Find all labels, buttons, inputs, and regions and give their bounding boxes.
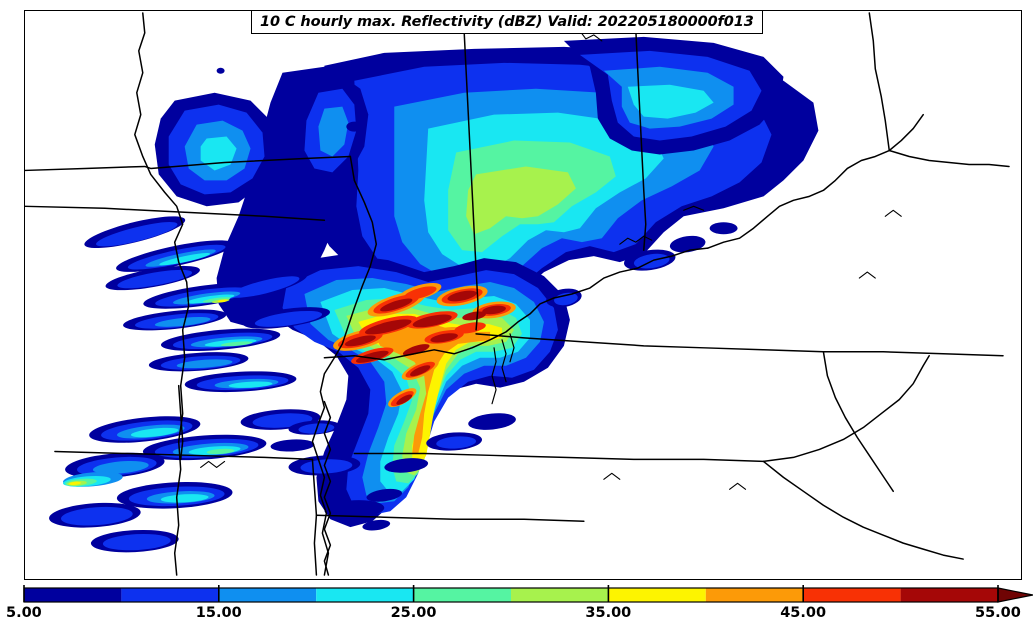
colorbar-band: [803, 588, 901, 602]
colorbar-band: [608, 588, 706, 602]
convective-core-50-55: [344, 290, 506, 405]
colorbar-tick-label: 35.00: [585, 605, 632, 621]
colorbar: 5.00 15.00 25.00 35.00 45.00 55.00: [0, 585, 1033, 633]
colorbar-tick-label: 15.00: [195, 605, 242, 621]
colorbar-extend-arrow: [998, 588, 1033, 602]
colorbar-band: [511, 588, 609, 602]
colorbar-band: [121, 588, 219, 602]
colorbar-swatches: [23, 585, 1033, 603]
map-panel: [24, 10, 1022, 580]
colorbar-tick-label: 25.00: [390, 605, 437, 621]
echo-fragments-mid: [298, 253, 670, 449]
eastern-stratiform: [563, 36, 784, 155]
reflectivity-map: [25, 12, 1010, 576]
state-boundaries: [25, 12, 1010, 576]
reflectivity-field: [49, 36, 819, 553]
figure-title: 10 C hourly max. Reflectivity (dBZ) Vali…: [260, 14, 754, 30]
title-box: 10 C hourly max. Reflectivity (dBZ) Vali…: [251, 10, 763, 34]
echo-band-30-35-upper: [466, 166, 576, 235]
colorbar-band: [413, 588, 511, 602]
colorbar-band: [316, 588, 414, 602]
northern-echo-cluster: [154, 67, 369, 207]
colorbar-tick-label: 55.00: [975, 605, 1021, 621]
colorbar-tick-label: 45.00: [780, 605, 827, 621]
colorbar-band: [705, 588, 804, 602]
colorbar-band: [24, 588, 122, 602]
colorbar-tick-label: 5.00: [6, 605, 42, 621]
colorbar-frame: [23, 587, 999, 603]
colorbar-band: [218, 588, 317, 602]
colorbar-band: [900, 588, 998, 602]
scattered-echo-band: [49, 216, 385, 553]
